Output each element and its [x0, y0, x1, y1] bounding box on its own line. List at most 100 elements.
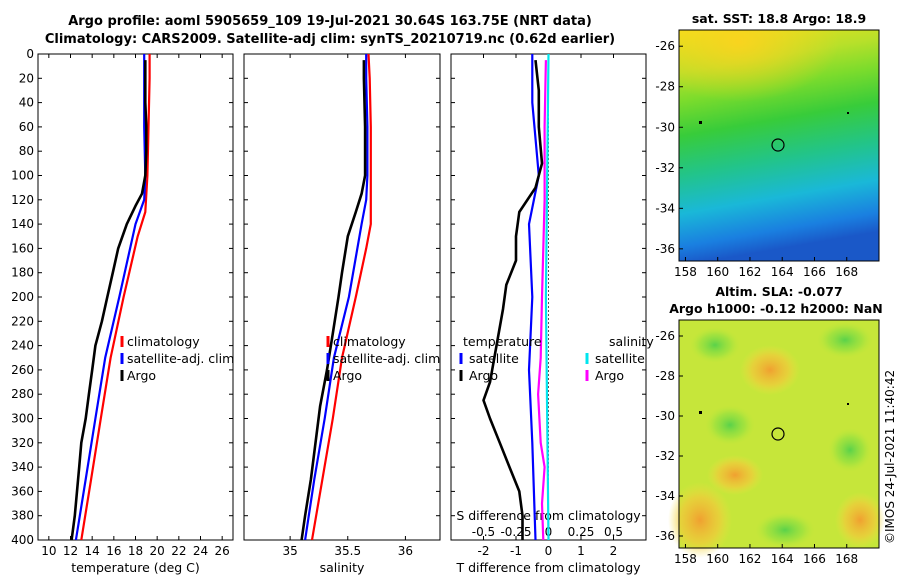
- map-x-tick-label: 164: [771, 265, 794, 279]
- sst-argo-location-marker: [771, 138, 785, 152]
- map-x-tick-label: 160: [706, 552, 729, 566]
- x-tick-label: -1: [510, 544, 522, 558]
- sst-map: 158 160 162 164 166 168 -26 -28 -30 -32 -34 -36: [655, 29, 880, 279]
- sla-high-anomaly: [835, 492, 885, 548]
- difference-series-t-satellite: [527, 54, 540, 541]
- y-tick-label: 140: [11, 217, 34, 231]
- map-y-tick-label: -28: [655, 80, 675, 94]
- x-tick-label: 20: [150, 544, 165, 558]
- y-tick-label: 240: [11, 339, 34, 353]
- difference-series-t-argo: [482, 59, 544, 540]
- y-tick-label: 300: [11, 412, 34, 426]
- x-tick-label: 14: [85, 544, 100, 558]
- figure-title-line1: Argo profile: aoml 5905659_109 19-Jul-20…: [68, 14, 592, 29]
- x-tick-label: 0: [545, 544, 553, 558]
- x-tick-label: 1: [577, 544, 585, 558]
- map-y-tick-label: -36: [655, 529, 675, 543]
- salinity-panel: 35 35.5 36 salinity climatology satellite-adj…: [243, 53, 441, 575]
- legend-entry-argo: Argo: [127, 368, 156, 383]
- map-x-tick-label: 160: [706, 265, 729, 279]
- sst-dot-marker: [847, 112, 849, 114]
- map-x-tick-label: 168: [835, 265, 858, 279]
- temperature-series-climatology: [80, 54, 151, 541]
- map-x-tick-label: 164: [771, 552, 794, 566]
- legend-salinity-title: salinity: [609, 334, 654, 349]
- y-tick-label: 40: [19, 96, 34, 110]
- y-tick-label: 380: [11, 509, 34, 523]
- map-y-tick-label: -34: [655, 201, 675, 215]
- sla-low-anomaly: [705, 405, 755, 445]
- y-tick-label: 20: [19, 71, 34, 85]
- salinity-series-climatology: [310, 53, 372, 541]
- x-tick-label: -2: [478, 544, 490, 558]
- y-tick-label: 340: [11, 460, 34, 474]
- legend-entry-argo: Argo: [333, 368, 362, 383]
- legend-entry-salinity-argo: Argo: [595, 368, 624, 383]
- sla-dot-marker: [847, 403, 849, 405]
- sla-high-anomaly: [707, 455, 763, 495]
- sst-map-title: sat. SST: 18.8 Argo: 18.9: [691, 11, 867, 26]
- legend-entry-temperature-satellite: satellite: [469, 351, 519, 366]
- legend-entry-satellite-adj-clim: satellite-adj. clim: [333, 351, 440, 366]
- sla-map: 158 160 162 164 166 168 -26 -28 -30 -32 -34 -36: [655, 319, 885, 566]
- salinity-series-satellite-adj-clim: [304, 54, 369, 541]
- map-y-tick-label: -28: [655, 369, 675, 383]
- map-y-tick-label: -32: [655, 161, 675, 175]
- legend-entry-climatology: climatology: [127, 334, 200, 349]
- x-tick-label: 35.5: [334, 544, 361, 558]
- sla-high-anomaly: [668, 482, 732, 558]
- x-tick-label: 36: [398, 544, 413, 558]
- difference-x-axis-label: T difference from climatology: [455, 560, 641, 575]
- legend-entry-salinity-satellite: satellite: [595, 351, 645, 366]
- sla-low-anomaly: [755, 512, 815, 548]
- sla-low-anomaly: [828, 428, 872, 472]
- y-tick-label: 280: [11, 387, 34, 401]
- salinity-axes-frame: [243, 53, 441, 541]
- map-x-tick-label: 166: [803, 552, 826, 566]
- y-tick-label: 60: [19, 120, 34, 134]
- legend-entry-climatology: climatology: [333, 334, 406, 349]
- sst-map-frame: [678, 29, 880, 262]
- sla-map-ticks: 158 160 162 164 166 168 -26 -28 -30 -32 -34 -36: [655, 329, 858, 566]
- y-tick-label: 400: [11, 533, 34, 547]
- x-tick-label: 18: [128, 544, 143, 558]
- salinity-series-argo: [300, 60, 367, 541]
- map-y-tick-label: -26: [655, 39, 675, 53]
- salinity-difference-tick-label: 0.5: [604, 525, 623, 539]
- legend-temperature-title: temperature: [463, 334, 542, 349]
- temperature-x-axis-label: temperature (deg C): [71, 560, 200, 575]
- salinity-difference-tick-label: -0.5: [472, 525, 495, 539]
- y-tick-label: 80: [19, 144, 34, 158]
- x-tick-label: 10: [41, 544, 56, 558]
- x-tick-label: 24: [193, 544, 208, 558]
- map-x-tick-label: 158: [674, 552, 697, 566]
- sla-map-frame: [678, 319, 880, 549]
- difference-series-s-satellite: [544, 53, 550, 541]
- sla-high-anomaly: [740, 345, 800, 395]
- x-tick-label: 12: [63, 544, 78, 558]
- map-x-tick-label: 168: [835, 552, 858, 566]
- sst-dot-marker: [699, 121, 702, 124]
- map-y-tick-label: -32: [655, 449, 675, 463]
- sla-argo-location-marker: [771, 427, 785, 441]
- temperature-panel: 0 20 40 60 80 100 120 140 160 180 200 220 240 260 280 3…: [11, 47, 234, 575]
- y-tick-label: 220: [11, 314, 34, 328]
- map-y-tick-label: -34: [655, 489, 675, 503]
- sla-low-anomaly: [690, 327, 740, 363]
- salinity-x-axis-label: salinity: [320, 560, 365, 575]
- y-tick-label: 0: [26, 47, 34, 61]
- x-tick-label: 16: [106, 544, 121, 558]
- temperature-series-satellite-adj-clim: [74, 54, 147, 541]
- legend-entry-satellite-adj-clim: satellite-adj. clim: [127, 351, 234, 366]
- y-tick-label: 260: [11, 363, 34, 377]
- map-x-tick-label: 162: [739, 265, 762, 279]
- y-tick-label: 200: [11, 290, 34, 304]
- map-y-tick-label: -30: [655, 409, 675, 423]
- figure-title-line2: Climatology: CARS2009. Satellite-adj cli…: [44, 32, 616, 47]
- map-x-tick-label: 162: [739, 552, 762, 566]
- map-y-tick-label: -30: [655, 120, 675, 134]
- temperature-series-argo: [70, 60, 148, 541]
- sla-dot-marker: [699, 411, 702, 414]
